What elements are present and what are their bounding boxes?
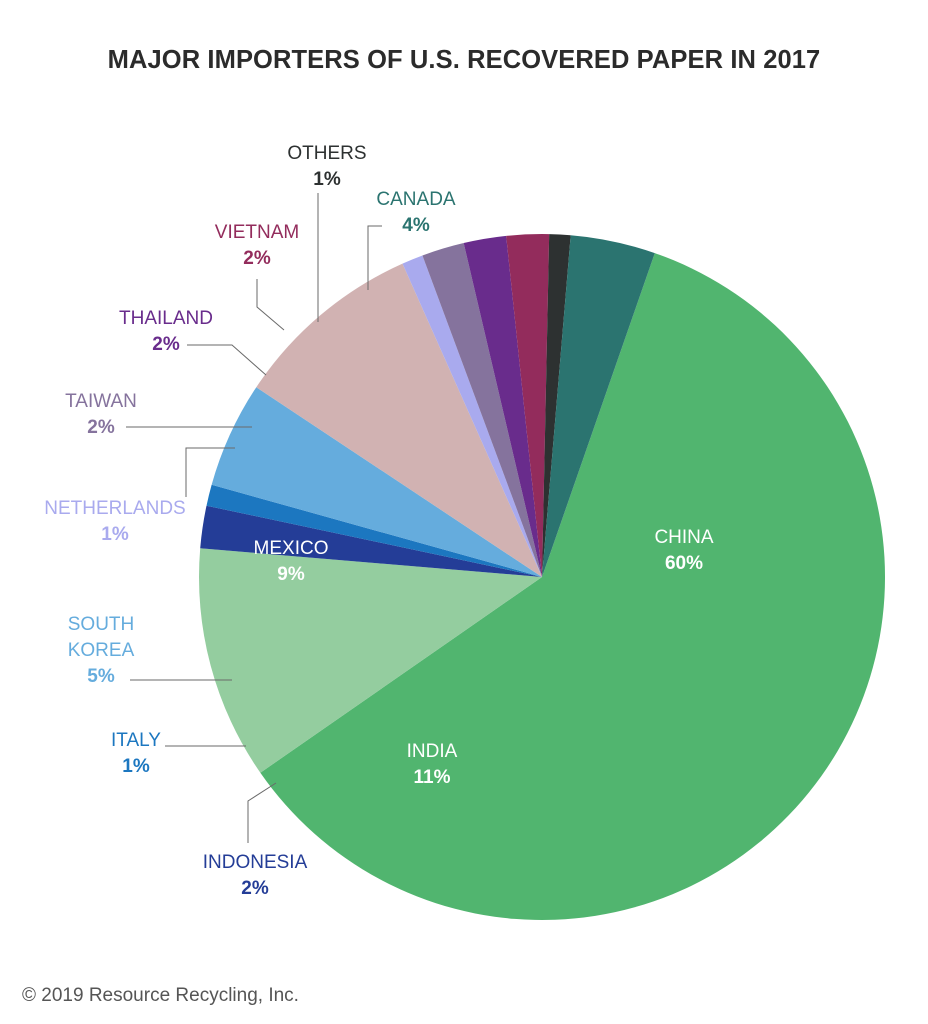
- copyright-text: © 2019 Resource Recycling, Inc.: [22, 985, 299, 1006]
- pie-slice-indonesia: [200, 505, 542, 577]
- slice-value-taiwan: 2%: [87, 417, 115, 438]
- slice-label-taiwan: TAIWAN: [65, 391, 137, 412]
- slice-value-india: 11%: [414, 767, 451, 788]
- leader-line-canada: [367, 225, 382, 290]
- slice-value-mexico: 9%: [277, 564, 305, 585]
- slice-label-indonesia: INDONESIA: [203, 852, 308, 873]
- pie-slice-canada: [542, 235, 655, 577]
- pie-slice-thailand: [463, 235, 542, 577]
- pie-slice-south-korea: [211, 387, 542, 577]
- slice-labels: CHINA 60% INDIA 11% INDONESIA 2% ITALY 1% SOUTH K…: [44, 143, 714, 899]
- slice-label-canada: CANADA: [376, 189, 456, 210]
- pie-slice-india: [198, 548, 542, 773]
- slice-label-italy: ITALY: [111, 730, 161, 751]
- pie-slice-mexico: [256, 263, 542, 577]
- slice-label-vietnam: VIETNAM: [215, 222, 299, 243]
- slice-value-china: 60%: [665, 553, 703, 574]
- slice-label-south-korea: KOREA: [68, 640, 135, 661]
- leader-line-netherlands: [185, 447, 235, 497]
- leader-line-indonesia: [247, 782, 277, 843]
- pie-slice-others: [542, 234, 571, 577]
- slice-value-vietnam: 2%: [243, 248, 271, 269]
- pie-slice-china: [260, 253, 886, 921]
- pie-slice-vietnam: [506, 234, 550, 577]
- slice-label-india: INDIA: [407, 741, 458, 762]
- slice-label-south-korea: SOUTH: [68, 614, 135, 635]
- slice-label-mexico: MEXICO: [254, 538, 329, 559]
- slice-value-netherlands: 1%: [101, 524, 129, 545]
- pie-slice-netherlands: [402, 255, 542, 577]
- leader-lines: [126, 193, 382, 843]
- pie-slice-taiwan: [422, 243, 542, 577]
- slice-label-china: CHINA: [654, 527, 713, 548]
- slice-label-thailand: THAILAND: [119, 308, 213, 329]
- slice-value-others: 1%: [313, 169, 341, 190]
- slice-value-indonesia: 2%: [241, 878, 269, 899]
- chart-title: MAJOR IMPORTERS OF U.S. RECOVERED PAPER …: [107, 46, 821, 74]
- leader-line-thailand: [187, 344, 267, 376]
- pie-slice-italy: [206, 484, 542, 577]
- slice-value-south-korea: 5%: [87, 666, 115, 687]
- slice-value-canada: 4%: [402, 215, 430, 236]
- slice-value-thailand: 2%: [152, 334, 180, 355]
- slice-label-others: OTHERS: [287, 143, 366, 164]
- leader-line-vietnam: [256, 279, 285, 331]
- slice-label-netherlands: NETHERLANDS: [44, 498, 185, 519]
- pie-slices: [198, 234, 886, 921]
- slice-value-italy: 1%: [122, 756, 150, 777]
